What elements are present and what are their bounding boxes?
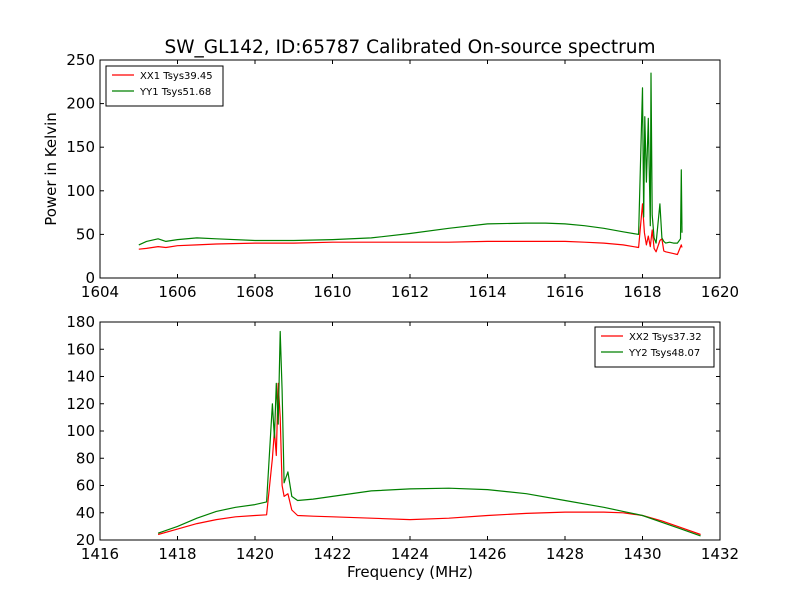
subplot-2: 1416 1418 1420 1422 1424 1426 1428 1430 1432 20 40… [66,313,739,581]
x-tick-label: 1612 [391,283,429,301]
y-tick-label: 180 [66,313,95,331]
x-tick-label: 1616 [546,283,584,301]
y-axis-label: Power in Kelvin [42,112,60,226]
y-tick-label: 150 [66,138,95,156]
legend: XX2 Tsys37.32 YY2 Tsys48.07 [594,326,715,368]
x-tick-label: 1614 [468,283,506,301]
series-line-2 [157,330,701,537]
x-tick-label: 1606 [158,283,196,301]
y-tick-label: 250 [66,51,95,69]
y-tick-label: 100 [66,422,95,440]
y-tick-label: 140 [66,368,95,386]
x-tick-label: 1428 [546,545,584,563]
x-tick-label: 1422 [313,545,351,563]
legend-label-1: XX2 Tsys37.32 [629,332,702,343]
legend-box [594,326,715,368]
y-tick-label: 80 [76,449,95,467]
x-tick-label: 1610 [313,283,351,301]
x-tick-label: 1618 [623,283,661,301]
y-tick-label: 120 [66,395,95,413]
y-tick-label: 0 [85,269,95,287]
legend-box [105,65,224,107]
x-tick-label: 1426 [468,545,506,563]
x-tick-label: 1416 [81,545,119,563]
x-tick-label: 1420 [236,545,274,563]
y-tick-label: 60 [76,477,95,495]
legend-label-2: YY2 Tsys48.07 [628,348,700,359]
series-line-1 [138,203,683,256]
y-tick-label: 50 [76,225,95,243]
x-tick-label: 1418 [158,545,196,563]
x-tick-label: 1620 [701,283,739,301]
figure-title: SW_GL142, ID:65787 Calibrated On-source … [165,37,656,58]
legend: XX1 Tsys39.45 YY1 Tsys51.68 [105,65,224,107]
y-tick-label: 200 [66,95,95,113]
y-tick-label: 20 [76,531,95,549]
y-tick-label: 40 [76,504,95,522]
x-tick-label: 1608 [236,283,274,301]
series-line-1 [157,382,701,536]
y-tick-label: 100 [66,182,95,200]
x-tick-label: 1430 [623,545,661,563]
x-tick-label: 1432 [701,545,739,563]
x-tick-label: 1424 [391,545,429,563]
plots-container: 1604 1606 1608 1610 1612 1614 1616 1618 1620 0 50 1… [42,51,739,581]
y-tick-label: 160 [66,340,95,358]
subplot-1: 1604 1606 1608 1610 1612 1614 1616 1618 1620 0 50 1… [42,51,739,301]
x-tick-label: 1604 [81,283,119,301]
series-line-2 [138,72,683,246]
legend-label-1: XX1 Tsys39.45 [140,71,213,82]
x-axis-label: Frequency (MHz) [347,563,473,581]
legend-label-2: YY1 Tsys51.68 [139,87,211,98]
